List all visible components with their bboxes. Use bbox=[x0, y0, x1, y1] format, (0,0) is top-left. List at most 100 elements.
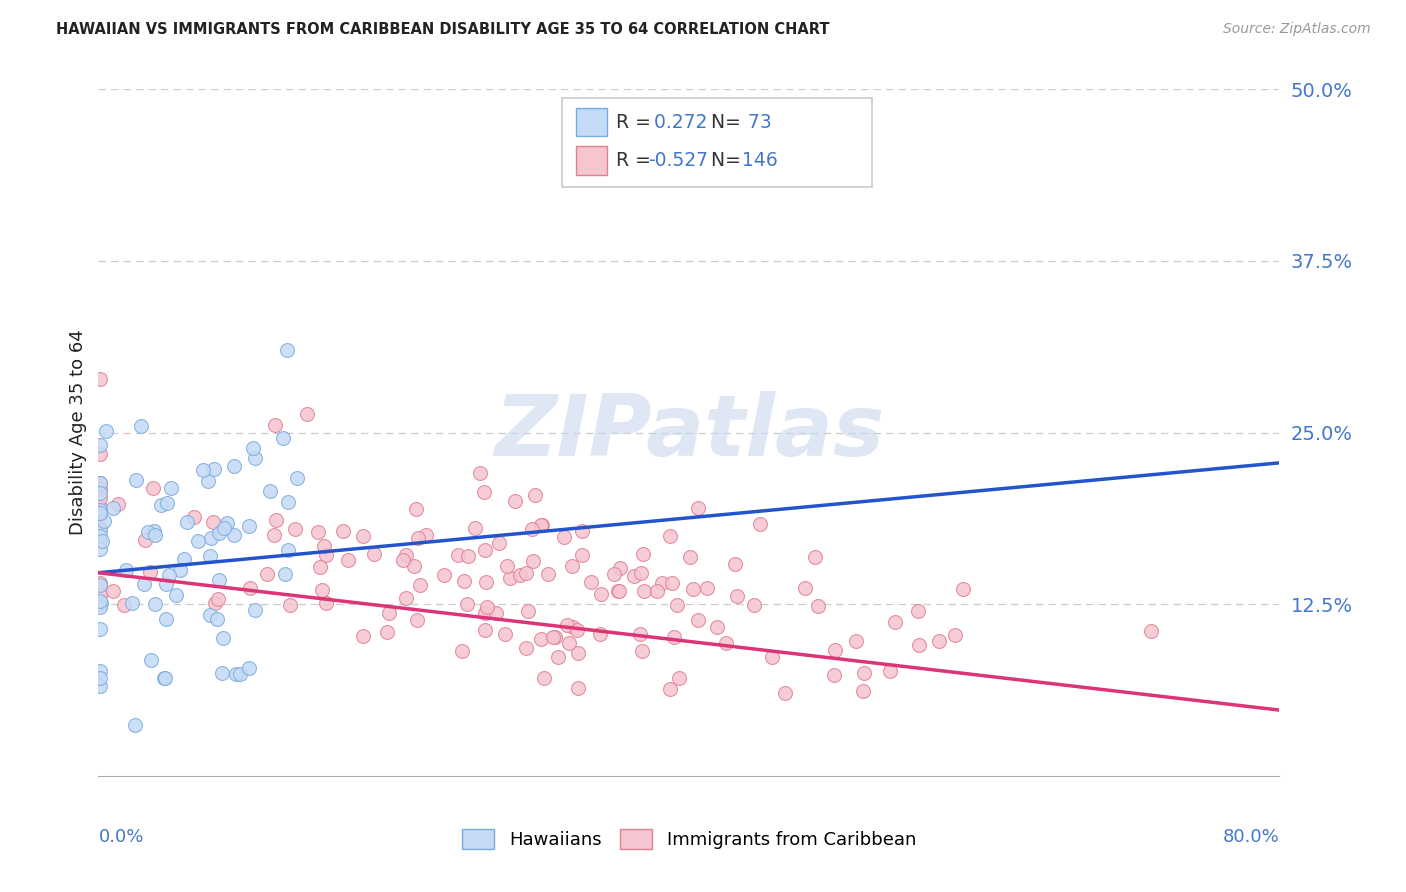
Point bbox=[447, 548, 470, 562]
Point bbox=[89, 594, 111, 608]
Point bbox=[212, 632, 235, 646]
Point bbox=[537, 567, 560, 582]
Point bbox=[405, 501, 427, 516]
Point bbox=[208, 574, 231, 588]
Point bbox=[276, 343, 298, 357]
Point bbox=[89, 503, 111, 517]
Point bbox=[263, 528, 285, 542]
Point bbox=[468, 467, 491, 481]
Point bbox=[531, 517, 554, 532]
Point bbox=[136, 525, 159, 540]
Point bbox=[706, 620, 728, 634]
Point bbox=[176, 515, 198, 529]
Point bbox=[143, 524, 166, 538]
Point bbox=[242, 442, 264, 456]
Point bbox=[522, 553, 544, 567]
Point bbox=[90, 596, 112, 610]
Point bbox=[169, 564, 191, 578]
Point bbox=[631, 547, 654, 561]
Point bbox=[567, 646, 589, 660]
Point bbox=[315, 549, 337, 563]
Point bbox=[555, 617, 578, 632]
Point bbox=[201, 515, 224, 529]
Point bbox=[89, 672, 111, 686]
Point bbox=[806, 599, 828, 613]
Point bbox=[134, 533, 156, 547]
Point bbox=[139, 653, 162, 667]
Point bbox=[191, 463, 214, 477]
Point bbox=[124, 473, 146, 487]
Point bbox=[212, 521, 235, 535]
Point bbox=[89, 622, 111, 636]
Point bbox=[503, 494, 526, 508]
Point bbox=[378, 606, 401, 620]
Point bbox=[749, 517, 772, 532]
Point bbox=[198, 607, 221, 622]
Point bbox=[561, 558, 583, 573]
Point bbox=[451, 644, 474, 658]
Point bbox=[89, 507, 111, 521]
Point bbox=[658, 681, 681, 696]
Point bbox=[623, 569, 645, 583]
Point bbox=[129, 418, 152, 433]
Point bbox=[666, 598, 689, 612]
Point bbox=[724, 557, 747, 571]
Point bbox=[89, 529, 111, 543]
Legend: Hawaiians, Immigrants from Caribbean: Hawaiians, Immigrants from Caribbean bbox=[454, 822, 924, 856]
Point bbox=[645, 584, 668, 599]
Point bbox=[89, 664, 111, 678]
Text: Source: ZipAtlas.com: Source: ZipAtlas.com bbox=[1223, 22, 1371, 37]
Point bbox=[658, 529, 681, 543]
Point bbox=[352, 629, 374, 643]
Point bbox=[928, 633, 950, 648]
Point bbox=[89, 575, 111, 590]
Point bbox=[89, 523, 111, 537]
Point bbox=[852, 684, 875, 698]
Point bbox=[143, 597, 166, 611]
Point bbox=[256, 567, 278, 582]
Point bbox=[332, 524, 354, 538]
Point bbox=[943, 628, 966, 642]
Point bbox=[264, 513, 287, 527]
Text: 73: 73 bbox=[742, 112, 772, 132]
Point bbox=[571, 548, 593, 562]
Point bbox=[89, 447, 111, 461]
Point bbox=[498, 571, 520, 585]
Point bbox=[153, 671, 176, 685]
Point bbox=[553, 530, 575, 544]
Point bbox=[567, 681, 589, 696]
Point bbox=[337, 552, 360, 566]
Point bbox=[200, 531, 222, 545]
Point bbox=[277, 494, 299, 508]
Point bbox=[285, 471, 308, 485]
Point bbox=[558, 636, 581, 650]
Point bbox=[662, 630, 685, 644]
Point bbox=[183, 509, 205, 524]
Point bbox=[89, 475, 111, 490]
Point bbox=[89, 500, 111, 515]
Point bbox=[406, 531, 429, 545]
Point bbox=[879, 664, 901, 678]
Point bbox=[515, 640, 537, 655]
Text: 0.0%: 0.0% bbox=[98, 828, 143, 846]
Point bbox=[456, 598, 478, 612]
Point bbox=[225, 667, 247, 681]
Point bbox=[150, 498, 173, 512]
Point bbox=[89, 533, 111, 548]
Point bbox=[139, 565, 162, 579]
Point bbox=[391, 553, 413, 567]
Point bbox=[307, 524, 329, 539]
Point bbox=[238, 661, 260, 675]
Point bbox=[89, 577, 111, 591]
Point bbox=[395, 591, 418, 605]
Point bbox=[688, 501, 710, 516]
Point bbox=[208, 526, 231, 541]
Y-axis label: Disability Age 35 to 64: Disability Age 35 to 64 bbox=[69, 330, 87, 535]
Point bbox=[496, 559, 519, 574]
Point bbox=[474, 543, 496, 558]
Point bbox=[651, 575, 673, 590]
Point bbox=[222, 458, 245, 473]
Point bbox=[742, 599, 765, 613]
Point bbox=[143, 528, 166, 542]
Point bbox=[157, 568, 180, 582]
